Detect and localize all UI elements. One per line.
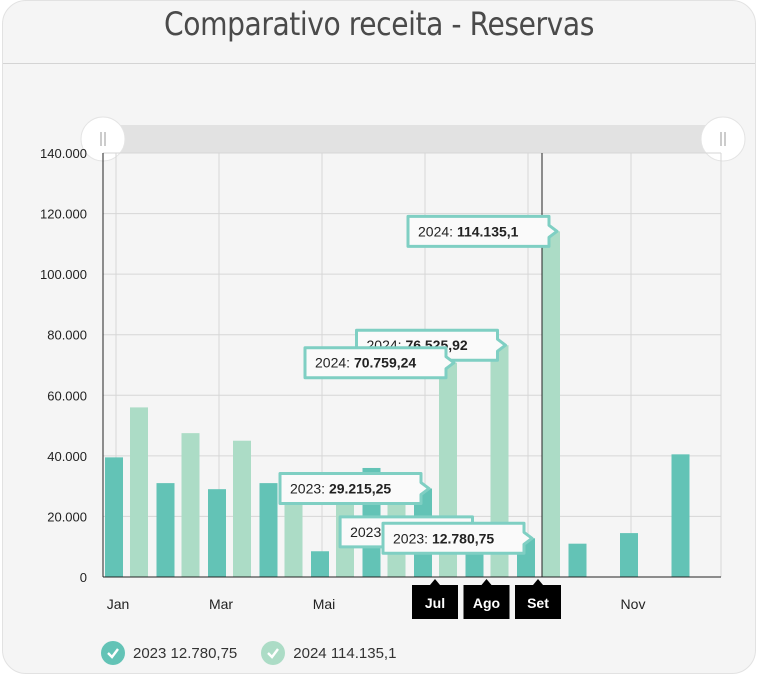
bar-2024-Ago[interactable]: [490, 345, 509, 577]
highlighted-category-box: [515, 579, 561, 619]
y-tick-label: 0: [80, 570, 87, 585]
bar-2023-Jan[interactable]: [105, 457, 123, 577]
tooltip-2024-Set: [406, 214, 559, 248]
x-tick-label: Mar: [209, 596, 233, 612]
y-tick-label: 80.000: [47, 328, 87, 343]
bar-chart: 0 20.000 40.000 60.000 80.000 100.000 120.000 1…: [40, 116, 746, 619]
highlighted-category-label: Ago: [473, 595, 500, 611]
highlighted-category-label: Jul: [425, 595, 445, 611]
tooltip-text: 2024: 70.759,24: [315, 355, 416, 371]
navigator-track[interactable]: [103, 125, 723, 153]
highlighted-category-label: Set: [527, 595, 549, 611]
tooltip-2024-Jul: [303, 346, 456, 380]
bar-2023-Dez[interactable]: [671, 454, 690, 577]
tooltip-text: 2024: 114.135,1: [418, 223, 519, 239]
tooltip-text: 2023: 12.780,75: [393, 530, 494, 546]
bar-2023-Mar[interactable]: [208, 489, 226, 577]
legend-label-2023: 2023 12.780,75: [133, 644, 238, 662]
check-icon: [101, 641, 125, 665]
legend-label-2024: 2024 114.135,1: [293, 644, 397, 662]
legend-item-2024[interactable]: 2024 114.135,1: [261, 641, 396, 665]
y-tick-label: 60.000: [47, 388, 87, 403]
y-tick-label: 120.000: [40, 207, 87, 222]
tooltip-2023-Jul: [278, 472, 431, 506]
bar-2023-Abr[interactable]: [259, 483, 278, 577]
bar-2024-Set[interactable]: [542, 231, 560, 578]
bar-2024-Jan[interactable]: [130, 407, 148, 577]
bar-2023-Mai[interactable]: [311, 551, 329, 577]
highlighted-category-box: [463, 579, 510, 619]
x-tick-label: Mai: [313, 596, 336, 612]
x-tick-label: Jan: [107, 596, 130, 612]
bar-2024-Abr[interactable]: [284, 489, 303, 577]
highlighted-category-box: [412, 579, 458, 619]
tooltip-text: 2023: 29.215,25: [290, 481, 391, 497]
chart-title: Comparativo receita - Reservas: [164, 5, 594, 43]
y-tick-label: 100.000: [40, 267, 87, 282]
bar-2024-Mar[interactable]: [233, 440, 251, 577]
tooltip-2023-Set: [381, 521, 534, 555]
y-tick-label: 20.000: [47, 509, 87, 524]
bar-2023-Fev[interactable]: [156, 483, 175, 577]
bar-2024-Fev[interactable]: [181, 433, 200, 577]
y-tick-label: 40.000: [47, 449, 87, 464]
y-tick-label: 140.000: [40, 146, 87, 161]
chart-header: Comparativo receita - Reservas: [3, 1, 755, 64]
legend: 2023 12.780,75 2024 114.135,1: [101, 641, 396, 665]
bar-2023-Nov[interactable]: [620, 533, 638, 577]
bar-2023-Out[interactable]: [568, 543, 587, 577]
legend-item-2023[interactable]: 2023 12.780,75: [101, 641, 237, 665]
check-icon: [261, 641, 286, 665]
navigator-handle-right[interactable]: [700, 116, 746, 162]
x-tick-label: Nov: [621, 596, 646, 612]
